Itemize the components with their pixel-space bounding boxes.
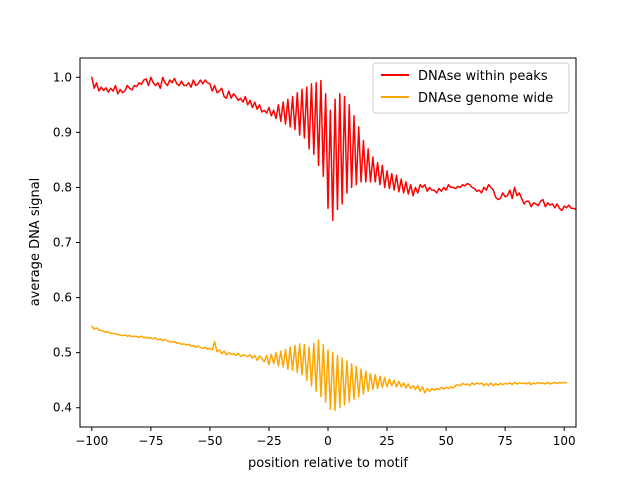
y-tick-label: 0.9 (53, 125, 72, 139)
x-tick-label: −75 (138, 434, 163, 448)
y-tick-label: 1.0 (53, 70, 72, 84)
legend-label-genome-wide: DNAse genome wide (418, 91, 553, 106)
x-tick-label: 100 (553, 434, 576, 448)
y-axis: 0.4 0.5 0.6 0.7 0.8 0.9 1.0 (53, 70, 80, 415)
y-tick-label: 0.7 (53, 236, 72, 250)
x-tick-label: 50 (438, 434, 453, 448)
x-tick-label: −50 (197, 434, 222, 448)
y-tick-label: 0.8 (53, 180, 72, 194)
series-line-within-peaks (91, 76, 577, 222)
legend-label-within-peaks: DNAse within peaks (418, 69, 548, 84)
x-axis: −100 −75 −50 −25 0 25 50 75 100 (75, 427, 576, 448)
y-tick-label: 0.6 (53, 291, 72, 305)
x-axis-label: position relative to motif (248, 456, 408, 471)
x-tick-label: 25 (379, 434, 394, 448)
series-layer (91, 76, 577, 412)
y-tick-label: 0.4 (53, 401, 72, 415)
legend-box (372, 62, 570, 114)
series-line-genome-wide (91, 325, 568, 412)
y-axis-label: average DNA signal (28, 178, 43, 307)
x-tick-label: −25 (256, 434, 281, 448)
legend: DNAse within peaks DNAse genome wide (372, 62, 570, 114)
x-tick-label: 75 (498, 434, 513, 448)
y-tick-label: 0.5 (53, 346, 72, 360)
x-tick-label: 0 (324, 434, 332, 448)
x-tick-label: −100 (75, 434, 108, 448)
